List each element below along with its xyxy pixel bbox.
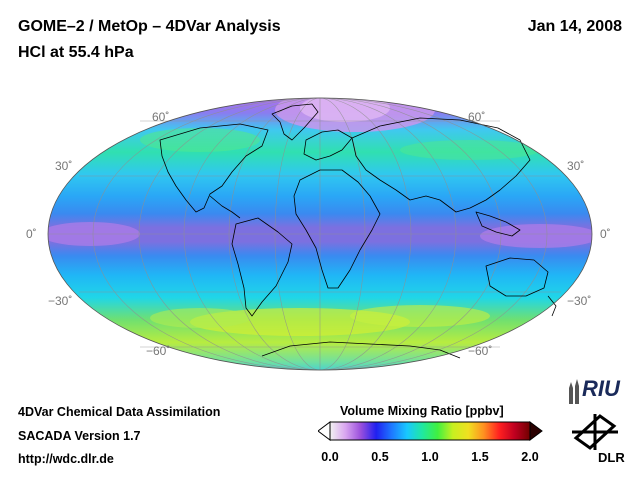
title-line-2: HCl at 55.4 hPa <box>18 44 134 61</box>
footer-url-link[interactable]: http://wdc.dlr.de <box>18 452 114 466</box>
colorbar-tick-label: 0.5 <box>371 450 389 464</box>
map-border <box>47 97 593 371</box>
riu-logo-text: RIU <box>582 376 620 401</box>
lat-label-right-eq: 0˚ <box>600 227 611 241</box>
coast-south-america <box>231 217 293 317</box>
south-yellow-2 <box>350 305 490 327</box>
title-line-1: GOME–2 / MetOp – 4DVar Analysis <box>18 18 281 35</box>
dlr-logo: DLR <box>566 412 630 472</box>
lat-label-left-s30: −30˚ <box>48 294 73 308</box>
colorbar <box>318 421 543 441</box>
coast-greenland <box>271 103 319 141</box>
colorbar-title: Volume Mixing Ratio [ppbv] <box>340 404 504 418</box>
coast-north-america <box>159 123 269 213</box>
footer-line-1: 4DVar Chemical Data Assimilation <box>18 405 221 419</box>
colorbar-tick-label: 1.0 <box>421 450 439 464</box>
lat-label-left-eq: 0˚ <box>26 227 37 241</box>
riu-cathedral-icon <box>569 379 579 404</box>
lat-label-right-n30: 30˚ <box>567 159 585 173</box>
coast-new-zealand <box>547 295 557 317</box>
colorbar-tick-label: 2.0 <box>521 450 539 464</box>
coast-antarctica <box>261 341 461 359</box>
lat-label-right-n60: 60˚ <box>468 110 486 124</box>
lat-label-left-n30: 30˚ <box>55 159 73 173</box>
lat-label-left-n60: 60˚ <box>152 110 170 124</box>
coast-asia <box>351 117 531 213</box>
colorbar-min-arrow <box>318 421 331 441</box>
equator-east <box>480 224 592 248</box>
colorbar-tick-label: 0.0 <box>321 450 339 464</box>
footer-line-2: SACADA Version 1.7 <box>18 429 141 443</box>
dlr-logo-text: DLR <box>598 450 625 465</box>
lat-label-left-s60: −60˚ <box>146 344 171 358</box>
colorbar-tick-label: 1.5 <box>471 450 489 464</box>
coast-australia <box>485 257 549 297</box>
lat-label-right-s60: −60˚ <box>468 344 493 358</box>
colorbar-ramp <box>329 421 531 441</box>
colorbar-max-arrow <box>529 421 543 441</box>
date-label: Jan 14, 2008 <box>527 18 622 35</box>
south-yellow-3 <box>150 308 250 328</box>
coastlines <box>159 103 557 359</box>
dlr-emblem-icon <box>572 414 618 450</box>
lat-label-right-s30: −30˚ <box>567 294 592 308</box>
coast-africa <box>293 169 381 289</box>
coast-indonesia <box>475 211 521 237</box>
north-green-1 <box>140 128 260 152</box>
coast-central-america <box>209 195 241 219</box>
coast-europe <box>303 129 353 161</box>
riu-logo: RIU <box>568 374 628 408</box>
